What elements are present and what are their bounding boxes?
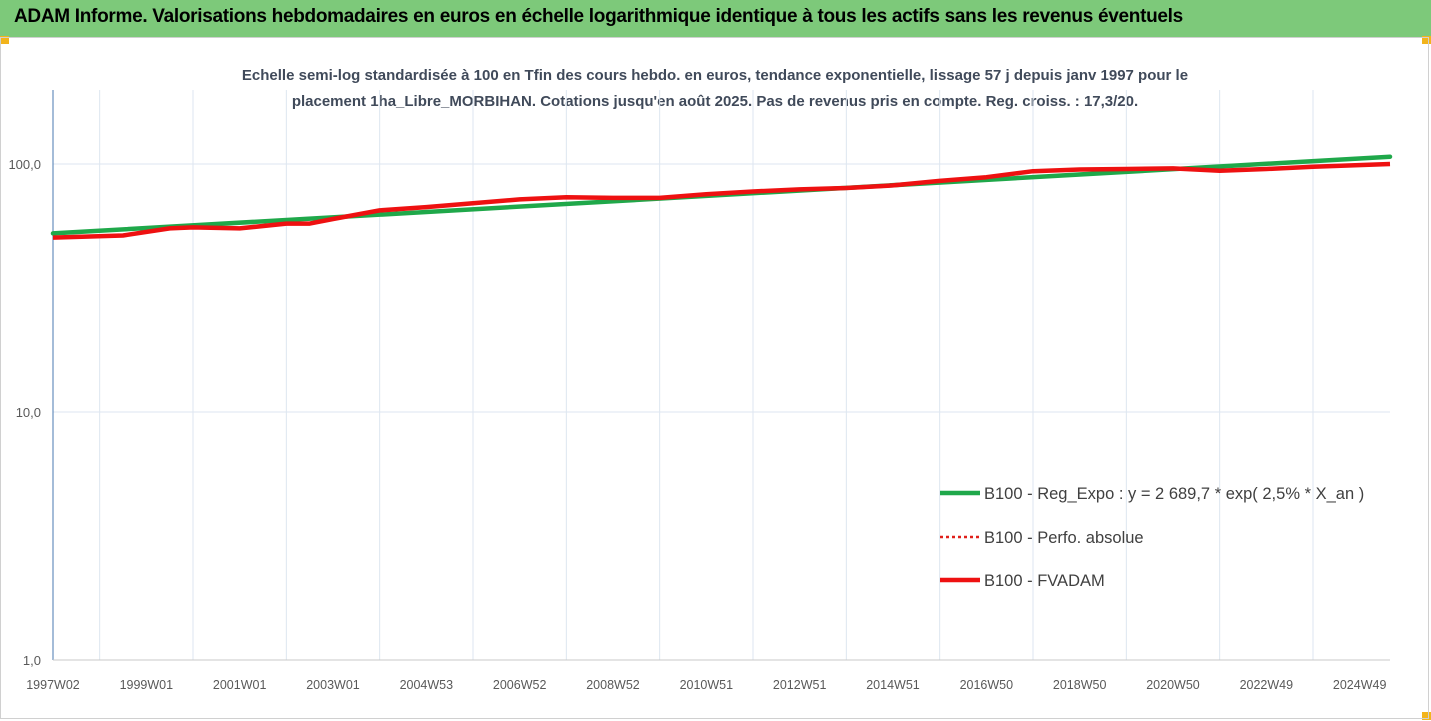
series-layer bbox=[50, 154, 1393, 240]
legend-entry-regression: B100 - Reg_Expo : y = 2 689,7 * exp( 2,5… bbox=[940, 485, 1364, 503]
y-tick-label: 1,0 bbox=[23, 653, 41, 668]
legend-entry-perfo-absolue: B100 - Perfo. absolue bbox=[940, 529, 1144, 547]
y-tick-label: 10,0 bbox=[16, 405, 41, 420]
legend-label: B100 - Reg_Expo : y = 2 689,7 * exp( 2,5… bbox=[984, 485, 1364, 503]
legend-label: B100 - FVADAM bbox=[984, 572, 1105, 590]
header-bar: ADAM Informe. Valorisations hebdomadaire… bbox=[0, 0, 1431, 37]
x-tick-label: 2008W52 bbox=[586, 678, 640, 692]
x-tick-label: 2022W49 bbox=[1240, 678, 1294, 692]
page-title: ADAM Informe. Valorisations hebdomadaire… bbox=[14, 6, 1183, 27]
x-tick-label: 2020W50 bbox=[1146, 678, 1200, 692]
corner-accent-left bbox=[0, 36, 9, 44]
legend-entry-fvadam: B100 - FVADAM bbox=[940, 572, 1105, 590]
x-tick-label: 2004W53 bbox=[400, 678, 454, 692]
corner-accent-bottom-right bbox=[1422, 712, 1431, 720]
legend-layer: B100 - Reg_Expo : y = 2 689,7 * exp( 2,5… bbox=[940, 485, 1364, 590]
x-tick-label: 2010W51 bbox=[680, 678, 734, 692]
corner-accent-right bbox=[1422, 36, 1431, 44]
chart-subtitle-line-2: placement 1ha_Libre_MORBIHAN. Cotations … bbox=[291, 93, 1139, 110]
series-line-fvadam bbox=[52, 161, 1391, 240]
x-tick-label: 2006W52 bbox=[493, 678, 547, 692]
y-tick-label: 100,0 bbox=[8, 157, 41, 172]
chart-subtitle-line-1: Echelle semi-log standardisée à 100 en T… bbox=[241, 67, 1189, 84]
x-tick-label: 2018W50 bbox=[1053, 678, 1107, 692]
grid-layer bbox=[53, 90, 1390, 661]
legend-label: B100 - Perfo. absolue bbox=[984, 529, 1144, 547]
x-tick-label: 2001W01 bbox=[213, 678, 267, 692]
x-tick-label: 2014W51 bbox=[866, 678, 920, 692]
x-tick-label: 2003W01 bbox=[306, 678, 360, 692]
x-tick-label: 2016W50 bbox=[960, 678, 1014, 692]
x-tick-label: 2024W49 bbox=[1333, 678, 1387, 692]
x-tick-label: 1997W02 bbox=[26, 678, 80, 692]
x-tick-label: 2012W51 bbox=[773, 678, 827, 692]
axis-layer: 1,0 10,0 100,0 1997W02 1999W01 2001W01 2003W01… bbox=[8, 90, 1390, 692]
chart-area bbox=[0, 37, 1429, 719]
x-tick-label: 1999W01 bbox=[120, 678, 174, 692]
